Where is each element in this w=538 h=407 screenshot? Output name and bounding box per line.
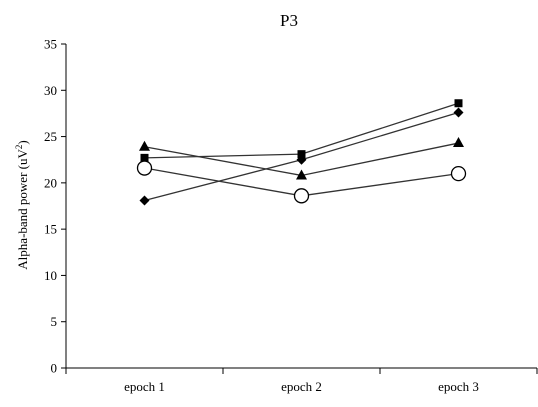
data-point-circle-open — [450, 165, 467, 182]
y-tick-label: 10 — [44, 268, 57, 283]
series-line-square — [144, 102, 459, 159]
y-tick-label: 30 — [44, 83, 57, 98]
x-tick-label: epoch 2 — [281, 379, 322, 394]
y-tick-label: 15 — [44, 222, 57, 237]
y-axis-label: Alpha-band power (uV2) — [14, 140, 30, 269]
x-axis-ticks: epoch 1 epoch 2 epoch 3 — [65, 368, 538, 394]
data-point-triangle — [139, 140, 150, 151]
y-tick-label: 5 — [51, 314, 58, 329]
data-point-diamond — [296, 154, 307, 165]
data-point-diamond — [139, 195, 150, 206]
chart-title: P3 — [280, 11, 298, 30]
y-tick-label: 25 — [44, 129, 57, 144]
data-point-triangle — [453, 137, 464, 148]
svg-text:Alpha-band power (uV2): Alpha-band power (uV2) — [14, 140, 30, 269]
y-tick-label: 35 — [44, 37, 57, 52]
x-tick-label: epoch 1 — [124, 379, 165, 394]
y-axis-label-superscript: 2 — [14, 145, 24, 150]
y-tick-label: 0 — [51, 361, 58, 376]
data-point-square — [140, 153, 149, 162]
data-point-square — [454, 99, 463, 108]
data-point-square — [297, 150, 306, 159]
data-point-circle-open — [136, 160, 153, 176]
data-point-circle-open — [293, 188, 310, 204]
data-point-triangle — [296, 169, 307, 180]
x-tick-label: epoch 3 — [438, 379, 479, 394]
y-axis-label-close: ) — [15, 140, 30, 144]
series-markers — [136, 99, 467, 206]
data-point-diamond — [453, 107, 464, 118]
y-axis-ticks: 0 5 10 15 20 25 30 35 — [44, 37, 66, 376]
y-axis-label-text: Alpha-band power (uV — [15, 149, 30, 270]
y-tick-label: 20 — [44, 175, 57, 190]
